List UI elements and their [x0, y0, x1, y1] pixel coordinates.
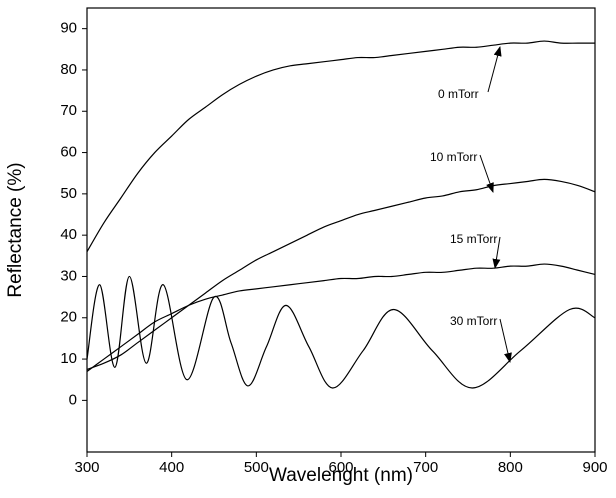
series-line	[86, 40, 595, 252]
y-tick-label: 50	[60, 185, 77, 202]
x-tick-label: 500	[244, 459, 269, 476]
y-tick-label: 10	[60, 350, 77, 367]
series-line	[86, 263, 596, 372]
y-tick-label: 60	[60, 144, 77, 161]
x-axis-label: Wavelenght (nm)	[269, 465, 413, 486]
series-label: 0 mTorr	[438, 87, 479, 101]
series-line	[86, 178, 596, 370]
label-arrow	[492, 236, 501, 269]
y-axis-label: Reflectance (%)	[5, 162, 26, 297]
x-tick-label: 800	[498, 459, 523, 476]
plot-frame	[86, 7, 596, 453]
y-tick-label: 30	[60, 267, 77, 284]
label-arrow	[499, 318, 512, 363]
x-tick-label: 400	[159, 459, 184, 476]
series-label: 10 mTorr	[430, 150, 477, 164]
series-label: 15 mTorr	[450, 232, 497, 246]
y-tick-label: 80	[60, 61, 77, 78]
y-tick-label: 20	[60, 309, 77, 326]
label-arrow	[479, 154, 494, 193]
label-arrow	[487, 46, 502, 93]
series-line	[86, 275, 596, 389]
y-tick-label: 0	[69, 391, 77, 408]
y-tick-label: 70	[60, 102, 77, 119]
series-label: 30 mTorr	[450, 314, 497, 328]
x-tick-label: 700	[413, 459, 438, 476]
x-tick-label: 300	[74, 459, 99, 476]
y-tick-label: 40	[60, 226, 77, 243]
x-tick-label: 600	[328, 459, 353, 476]
x-tick-label: 900	[582, 459, 607, 476]
y-tick-label: 90	[60, 20, 77, 37]
